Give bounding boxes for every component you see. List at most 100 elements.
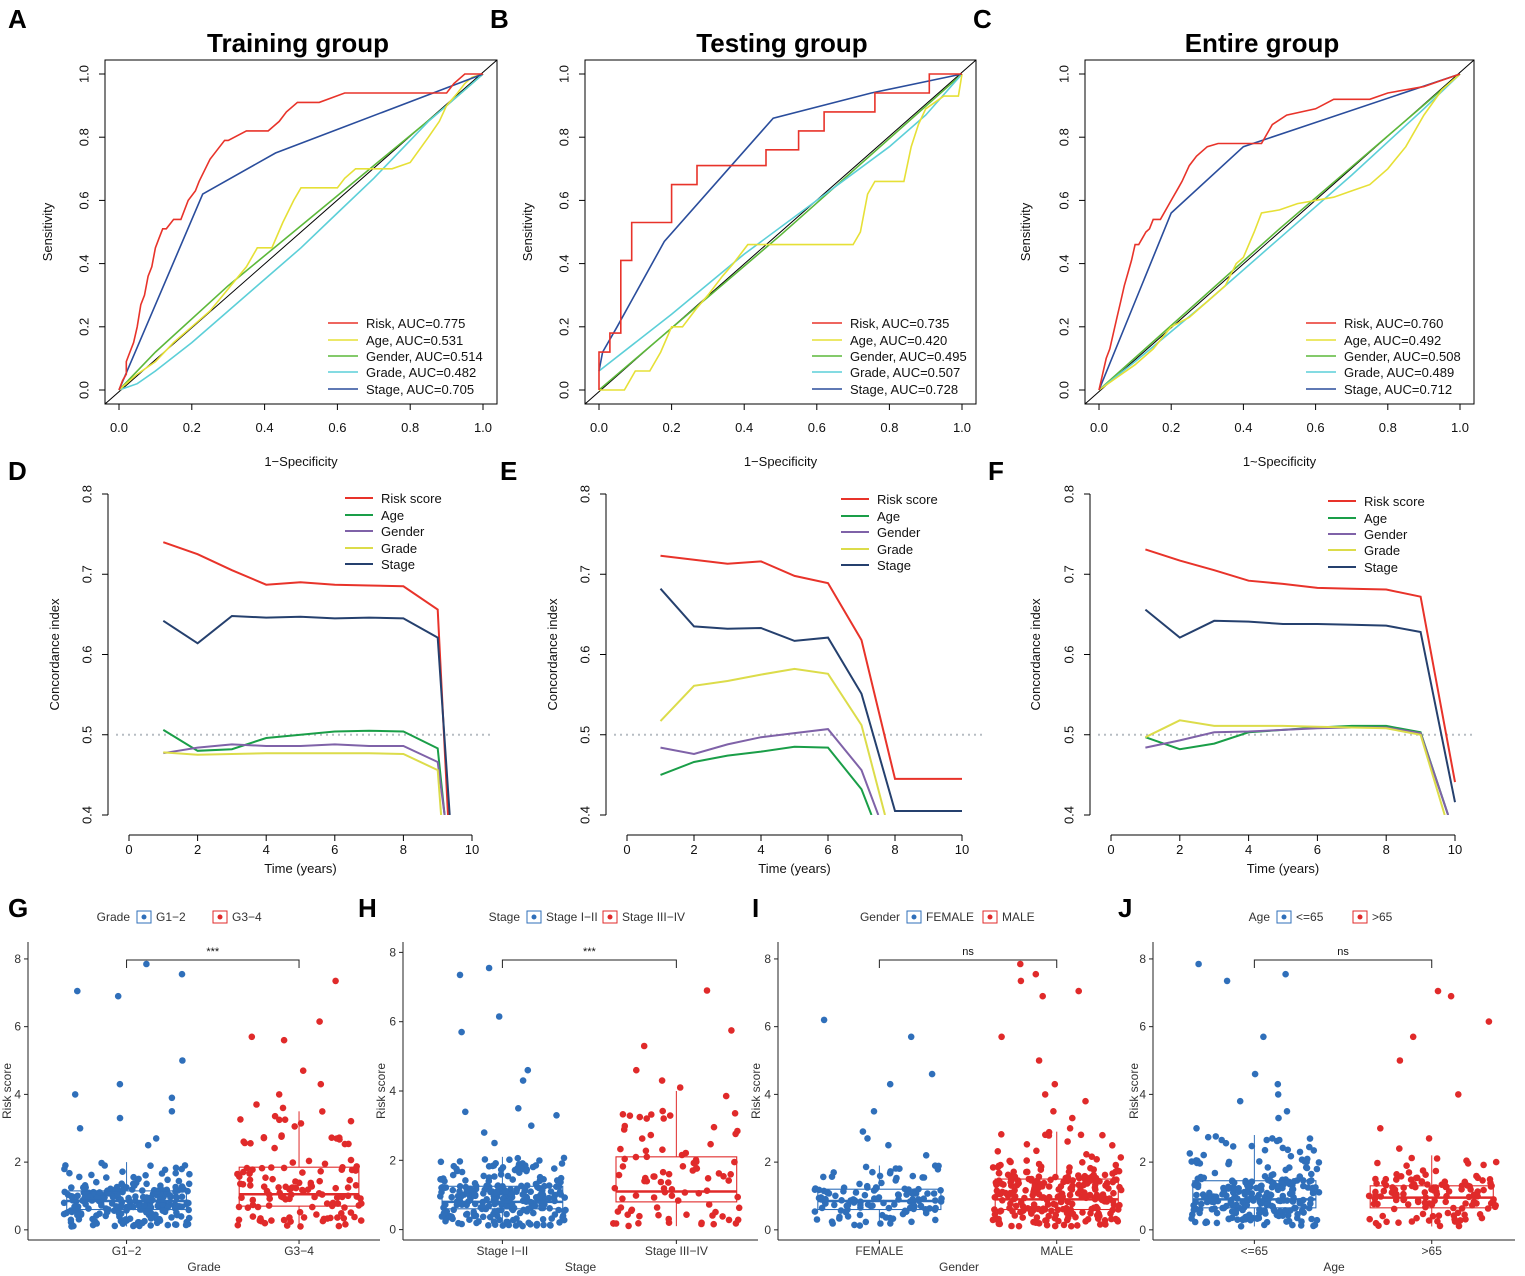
data-point [830,1169,837,1176]
data-point [831,1201,838,1209]
cindex-line-risk-score [660,554,962,780]
x-tick-label: 0.6 [328,420,346,435]
data-point [1092,1181,1099,1188]
data-point [527,1221,534,1228]
data-point [509,1176,516,1183]
data-point [328,1134,336,1141]
legend-label-risk-score: Risk score [1364,494,1425,509]
x-tick-label: 0.4 [256,420,274,435]
legend-label-grade: Grade [877,542,913,557]
legend-label-stage-iii-iv: Stage III−IV [622,910,685,924]
outlier-point [1039,992,1046,1000]
outlier-point [1485,1018,1493,1025]
y-tick-label: 2 [764,1155,771,1169]
data-point [258,1164,266,1172]
y-tick-label: 0.5 [577,726,592,744]
data-point [1116,1183,1123,1191]
series-lines [162,541,451,815]
data-point [358,1200,365,1207]
data-point [340,1215,348,1222]
significance-label: ns [962,946,974,958]
data-point [1035,1160,1043,1168]
data-point [96,1210,103,1217]
data-point [1117,1154,1125,1161]
outlier-point [886,1080,894,1088]
data-point [1263,1136,1270,1144]
data-point [527,1188,534,1195]
data-point [481,1156,489,1163]
data-point [319,1217,327,1225]
box-panel-gender: I Gender FEMALE MALE 0 2 4 6 8 Risk score FEMALE MA… [749,893,1140,1274]
data-point [617,1204,625,1211]
data-point [832,1192,839,1200]
box-group-65 [1186,960,1323,1230]
data-point [143,1194,150,1201]
cindex-line-grade [163,751,443,815]
data-point [877,1220,884,1227]
cindex-line-stage [659,588,962,812]
data-point [66,1169,73,1177]
data-point [357,1195,364,1202]
data-point [1408,1154,1415,1162]
data-point [178,1203,186,1211]
data-point [689,1167,697,1174]
data-point [519,1191,527,1198]
data-point [1194,1157,1201,1165]
data-point [173,1211,181,1219]
x-tick-label: <=65 [1241,1244,1269,1258]
data-point [625,1222,632,1230]
cindex-line-risk-score [162,541,449,815]
legend-key-dot-65 [1357,914,1363,920]
data-point [479,1213,487,1221]
data-point [1109,1206,1116,1214]
data-point [147,1215,155,1222]
data-point [692,1156,700,1164]
y-tick-label: 1.0 [76,65,91,83]
outlier-point [485,964,493,972]
y-tick-label: 0.4 [577,806,592,824]
legend-label-risk: Risk, AUC=0.760 [1344,316,1443,331]
data-point [493,1188,500,1196]
data-point [1308,1170,1315,1178]
data-point [869,1168,876,1176]
data-point [74,1211,81,1219]
data-point [1442,1198,1449,1206]
data-point [719,1213,726,1220]
outlier-point [114,992,122,1000]
data-point [1310,1147,1318,1154]
cindex-line-age [162,729,446,815]
data-point [864,1184,871,1191]
data-point [70,1222,77,1230]
data-point [725,1216,733,1224]
data-point [111,1222,119,1230]
data-point [1033,1147,1040,1155]
data-point [453,1165,460,1173]
x-tick-label: 0.8 [401,420,419,435]
data-point [870,1187,878,1194]
data-point [1067,1207,1074,1215]
data-point [813,1216,821,1223]
data-point [734,1193,741,1201]
x-axis: 0.0 0.2 0.4 0.6 0.8 1.0 [590,404,971,435]
legend-label-age: Age [381,508,404,523]
significance-label: *** [583,946,597,958]
data-point [1064,1138,1071,1145]
data-point [1206,1189,1213,1197]
data-point [335,1222,343,1230]
y-tick-label: 0.2 [76,318,91,336]
data-point [536,1157,543,1164]
x-axis: 0 2 4 6 8 10 [623,835,969,857]
roc-curve-gender [1098,73,1461,391]
x-tick-label: 0.2 [183,420,201,435]
data-point [707,1140,714,1148]
data-point [241,1139,249,1147]
data-point [1188,1158,1195,1165]
outlier-point [491,1139,498,1147]
data-point [732,1130,739,1138]
legend: Grade G1−2 G3−4 [97,910,262,924]
data-point [991,1206,998,1213]
legend-label-65: <=65 [1296,910,1324,924]
data-point [1370,1200,1378,1208]
data-point [1296,1148,1304,1156]
